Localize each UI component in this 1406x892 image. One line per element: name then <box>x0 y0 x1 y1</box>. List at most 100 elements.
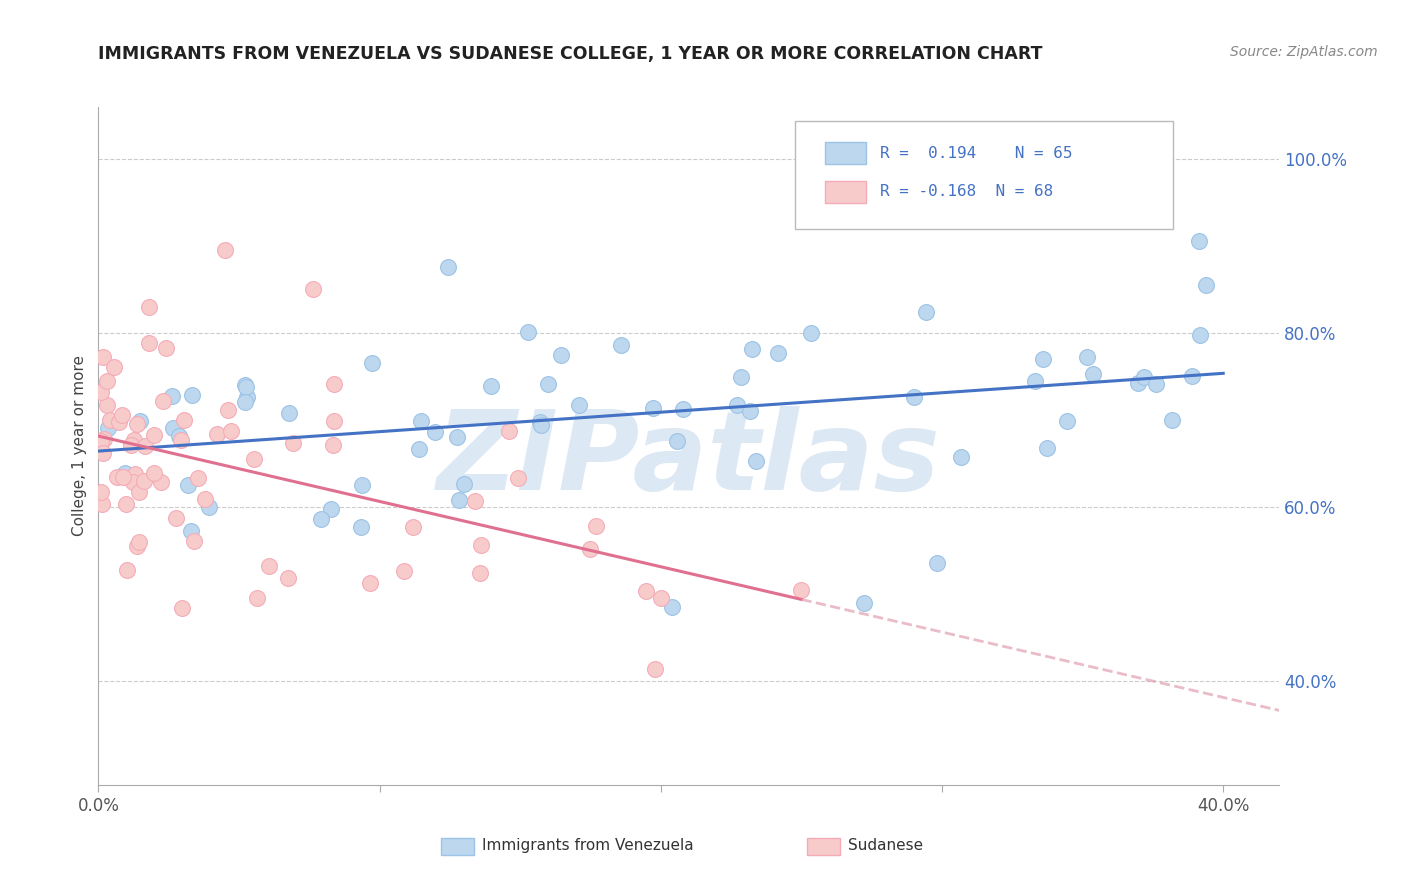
Point <box>233 377 256 392</box>
Point <box>236 390 259 404</box>
Point <box>359 575 381 590</box>
Point <box>183 533 205 548</box>
Point <box>105 470 128 484</box>
Point <box>278 407 301 421</box>
Point <box>641 401 664 416</box>
Point <box>529 416 551 430</box>
Point <box>1144 376 1167 391</box>
FancyBboxPatch shape <box>796 120 1173 229</box>
Point <box>636 583 658 598</box>
Point <box>1035 442 1057 456</box>
Point <box>1133 369 1156 384</box>
Point <box>479 379 502 393</box>
Point <box>128 534 150 549</box>
Text: ZIPatlas: ZIPatlas <box>437 406 941 513</box>
Point <box>730 370 752 384</box>
Point <box>152 393 174 408</box>
Text: R = -0.168  N = 68: R = -0.168 N = 68 <box>880 185 1053 199</box>
Point <box>128 485 150 500</box>
Point <box>155 341 177 355</box>
Point <box>90 434 112 448</box>
Point <box>468 566 491 580</box>
Point <box>530 418 553 433</box>
Point <box>134 474 156 488</box>
Point <box>97 421 120 435</box>
Point <box>257 559 280 574</box>
Text: Immigrants from Venezuela: Immigrants from Venezuela <box>482 838 695 854</box>
Point <box>177 478 200 492</box>
Point <box>281 435 304 450</box>
Point <box>650 591 672 605</box>
Point <box>1189 328 1212 343</box>
Point <box>165 511 187 525</box>
Point <box>112 470 135 484</box>
Point <box>585 519 607 533</box>
Point <box>96 398 118 412</box>
Point <box>90 384 112 399</box>
Point <box>96 374 118 388</box>
Point <box>322 414 344 428</box>
Point <box>425 425 447 439</box>
Point <box>498 424 520 438</box>
Point <box>122 433 145 447</box>
Point <box>1032 351 1054 366</box>
Point <box>115 563 138 577</box>
Point <box>180 524 202 538</box>
Point <box>138 300 160 314</box>
Point <box>1160 413 1182 427</box>
Point <box>610 337 633 351</box>
Point <box>187 471 209 485</box>
Text: Source: ZipAtlas.com: Source: ZipAtlas.com <box>1230 45 1378 59</box>
Point <box>666 434 689 448</box>
Point <box>162 389 184 403</box>
Point <box>352 478 374 492</box>
Point <box>219 424 242 438</box>
Point <box>1181 368 1204 383</box>
Point <box>517 325 540 339</box>
Point <box>402 519 425 533</box>
Point <box>162 421 184 435</box>
Point <box>150 475 173 489</box>
Point <box>93 351 115 365</box>
Point <box>108 415 131 429</box>
Point <box>173 413 195 427</box>
Point <box>322 438 344 452</box>
Point <box>852 596 875 610</box>
Point <box>93 432 115 446</box>
Point <box>120 438 142 452</box>
Point <box>361 356 384 370</box>
Point <box>411 414 433 428</box>
Point <box>172 600 194 615</box>
Point <box>436 260 458 274</box>
Point <box>741 342 763 356</box>
Point <box>181 388 204 402</box>
Point <box>98 413 121 427</box>
Point <box>408 442 430 456</box>
Point <box>302 281 325 295</box>
Point <box>143 427 166 442</box>
Point <box>198 500 221 515</box>
Point <box>672 401 695 416</box>
Point <box>170 433 193 447</box>
Point <box>121 475 143 489</box>
Point <box>114 467 136 481</box>
Text: R =  0.194    N = 65: R = 0.194 N = 65 <box>880 145 1073 161</box>
Point <box>738 403 761 417</box>
Text: IMMIGRANTS FROM VENEZUELA VS SUDANESE COLLEGE, 1 YEAR OR MORE CORRELATION CHART: IMMIGRANTS FROM VENEZUELA VS SUDANESE CO… <box>98 45 1043 62</box>
Point <box>470 538 492 552</box>
Point <box>1081 368 1104 382</box>
Point <box>508 471 530 485</box>
Point <box>464 493 486 508</box>
Point <box>205 426 228 441</box>
Point <box>537 376 560 391</box>
Point <box>579 541 602 556</box>
Point <box>550 348 572 362</box>
Point <box>644 662 666 676</box>
Point <box>661 599 683 614</box>
Point <box>1024 374 1046 388</box>
Point <box>142 467 165 481</box>
Point <box>124 467 146 482</box>
Point <box>903 390 925 404</box>
Point <box>90 485 112 500</box>
Point <box>766 345 789 359</box>
